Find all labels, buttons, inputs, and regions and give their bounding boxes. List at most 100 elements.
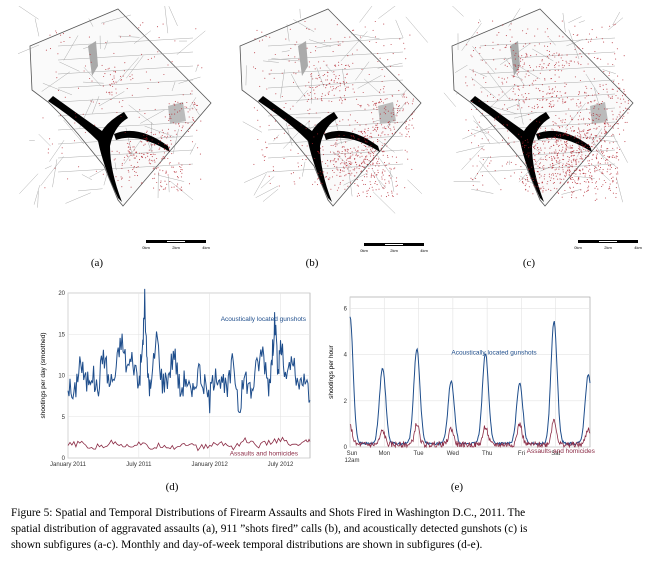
- incident-point: [354, 175, 356, 177]
- incident-point: [354, 158, 356, 160]
- incident-point: [569, 170, 571, 172]
- incident-point: [580, 64, 582, 66]
- incident-point: [512, 91, 514, 93]
- street: [469, 68, 487, 78]
- incident-point: [55, 32, 58, 34]
- incident-point: [262, 154, 264, 156]
- incident-point: [550, 101, 552, 103]
- incident-point: [368, 187, 371, 189]
- incident-point: [330, 144, 332, 147]
- incident-point: [556, 155, 558, 157]
- incident-point: [335, 142, 337, 144]
- incident-point: [370, 150, 373, 152]
- incident-point: [356, 155, 358, 157]
- street: [164, 6, 169, 34]
- street: [195, 65, 199, 72]
- scalebar-label: 0km: [142, 245, 150, 250]
- incident-point: [342, 145, 344, 148]
- incident-point: [347, 185, 349, 187]
- incident-point: [320, 182, 322, 184]
- incident-point: [318, 61, 320, 63]
- incident-point: [302, 158, 304, 161]
- incident-point: [523, 146, 526, 148]
- incident-point: [500, 189, 502, 191]
- incident-point: [532, 153, 535, 155]
- incident-point: [548, 64, 550, 66]
- incident-point: [181, 108, 183, 110]
- incident-point: [472, 50, 475, 52]
- incident-point: [281, 95, 283, 98]
- street: [44, 165, 52, 169]
- incident-point: [581, 158, 583, 160]
- incident-point: [306, 47, 308, 49]
- incident-point: [548, 86, 550, 88]
- incident-point: [537, 107, 539, 109]
- incident-point: [327, 75, 329, 77]
- incident-point: [602, 173, 604, 175]
- incident-point: [595, 166, 597, 168]
- incident-point: [542, 190, 544, 192]
- incident-point: [596, 36, 598, 38]
- incident-point: [388, 175, 390, 177]
- incident-point: [537, 147, 539, 149]
- incident-point: [566, 162, 568, 164]
- incident-point: [567, 134, 569, 136]
- incident-point: [323, 84, 325, 86]
- incident-point: [522, 100, 524, 102]
- x-tick-label: January 2011: [50, 462, 87, 468]
- incident-point: [562, 153, 564, 155]
- incident-point: [544, 127, 546, 129]
- street: [456, 146, 483, 153]
- incident-point: [370, 153, 372, 155]
- incident-point: [548, 173, 550, 175]
- incident-point: [570, 152, 572, 154]
- incident-point: [513, 64, 515, 66]
- incident-point: [375, 158, 377, 160]
- incident-point: [323, 60, 325, 62]
- incident-point: [305, 85, 307, 87]
- street: [479, 65, 616, 75]
- incident-point: [322, 75, 324, 77]
- incident-point: [128, 179, 130, 182]
- incident-point: [545, 189, 547, 191]
- incident-point: [539, 99, 541, 101]
- incident-point: [554, 122, 556, 124]
- incident-point: [535, 160, 537, 162]
- incident-point: [392, 109, 394, 111]
- incident-point: [308, 94, 310, 96]
- incident-point: [177, 177, 179, 179]
- street: [57, 51, 194, 61]
- incident-point: [377, 134, 380, 136]
- incident-point: [385, 164, 387, 166]
- series-label: Acoustically located gunshots: [221, 316, 307, 323]
- incident-point: [366, 141, 368, 143]
- incident-point: [181, 172, 183, 174]
- incident-point: [617, 127, 619, 129]
- incident-point: [594, 106, 596, 108]
- incident-point: [347, 64, 349, 66]
- incident-point: [494, 170, 496, 172]
- incident-point: [585, 38, 587, 40]
- incident-point: [151, 139, 153, 141]
- incident-point: [495, 68, 497, 70]
- incident-point: [167, 132, 169, 134]
- incident-point: [589, 175, 591, 177]
- incident-point: [393, 107, 395, 109]
- incident-point: [124, 131, 126, 134]
- incident-point: [328, 100, 330, 102]
- incident-point: [599, 167, 602, 169]
- incident-point: [618, 133, 621, 135]
- incident-point: [556, 90, 558, 93]
- incident-point: [564, 101, 566, 103]
- incident-point: [611, 110, 613, 112]
- incident-point: [120, 176, 122, 178]
- incident-point: [318, 77, 320, 79]
- incident-point: [476, 32, 478, 34]
- incident-point: [168, 146, 171, 148]
- incident-point: [360, 131, 362, 134]
- incident-point: [545, 99, 547, 101]
- incident-point: [61, 152, 63, 154]
- incident-point: [189, 127, 191, 129]
- incident-point: [381, 149, 383, 151]
- incident-point: [109, 85, 111, 87]
